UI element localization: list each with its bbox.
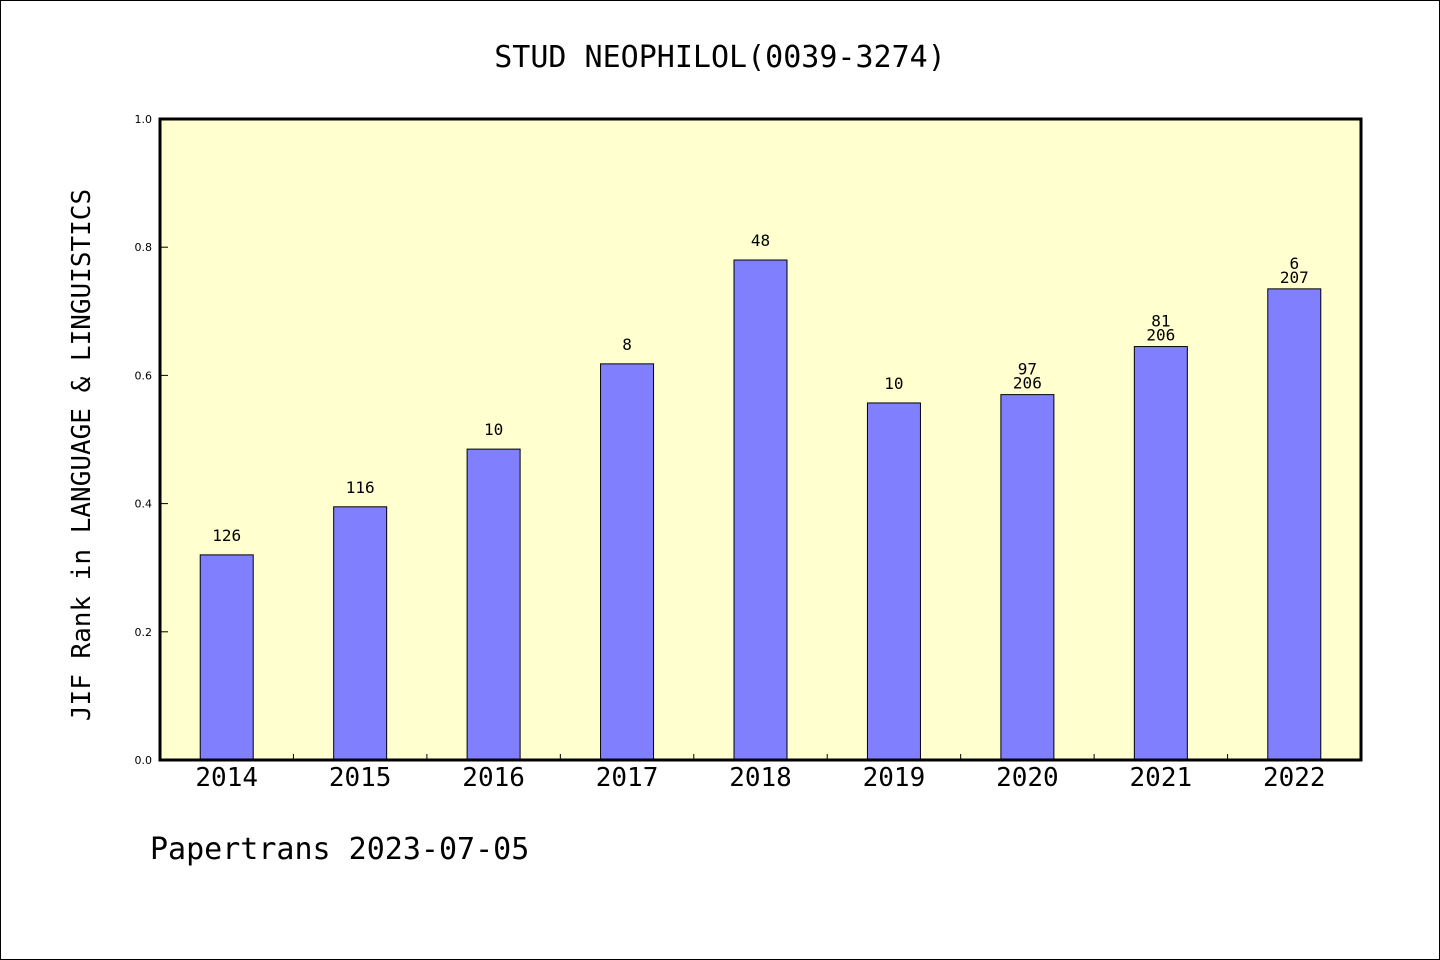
bar-2022 xyxy=(1267,288,1322,761)
bar-2021 xyxy=(1133,346,1188,761)
y-tick-label: 0.6 xyxy=(135,369,153,382)
x-tick-label: 2019 xyxy=(863,763,926,793)
chart-title: STUD NEOPHILOL(0039-3274) xyxy=(494,40,946,75)
bar-2015 xyxy=(333,506,388,761)
bar-label-bottom: 116 xyxy=(346,478,375,497)
y-tick-label: 0.8 xyxy=(135,241,153,254)
bar-2019 xyxy=(866,402,921,761)
bar-label-bottom: 206 xyxy=(1013,374,1042,393)
bar-label-bottom: 126 xyxy=(212,526,241,545)
x-tick-label: 2022 xyxy=(1263,763,1326,793)
y-tick-label: 1.0 xyxy=(135,113,153,126)
bar-label-bottom: 206 xyxy=(1146,326,1175,345)
x-tick-label: 2018 xyxy=(729,763,792,793)
bar-label-top: 81 xyxy=(1151,312,1170,331)
bar-label-bottom: 207 xyxy=(1280,268,1309,287)
bar-label-top: 6 xyxy=(1289,254,1299,273)
x-tick-label: 2020 xyxy=(996,763,1059,793)
y-tick-label: 0.0 xyxy=(135,754,153,767)
bar-2016 xyxy=(466,448,521,761)
bar-2014 xyxy=(199,554,254,761)
y-tick-label: 0.4 xyxy=(135,498,153,511)
bar-label-bottom: 10 xyxy=(484,420,503,439)
x-tick-label: 2014 xyxy=(195,763,258,793)
y-axis-label: JIF Rank in LANGUAGE & LINGUISTICS xyxy=(67,189,97,721)
bar-label-bottom: 8 xyxy=(622,335,632,354)
footer-note: Papertrans 2023-07-05 xyxy=(150,832,530,867)
bar-label-bottom: 10 xyxy=(884,374,903,393)
bar-label-top: 97 xyxy=(1018,360,1037,379)
bar-2020 xyxy=(1000,394,1055,761)
x-tick-label: 2016 xyxy=(462,763,525,793)
bar-2017 xyxy=(600,363,655,761)
x-tick-label: 2021 xyxy=(1130,763,1193,793)
bar-label-bottom: 48 xyxy=(751,231,770,250)
y-tick-label: 0.2 xyxy=(135,626,153,639)
x-tick-label: 2017 xyxy=(596,763,659,793)
x-tick-label: 2015 xyxy=(329,763,392,793)
plot-border xyxy=(158,117,1363,762)
bar-2018 xyxy=(733,259,788,761)
x-ticks-group: 2014 2015 2016 2017 2018 2019 2020 2021 2022 xyxy=(195,754,1326,793)
